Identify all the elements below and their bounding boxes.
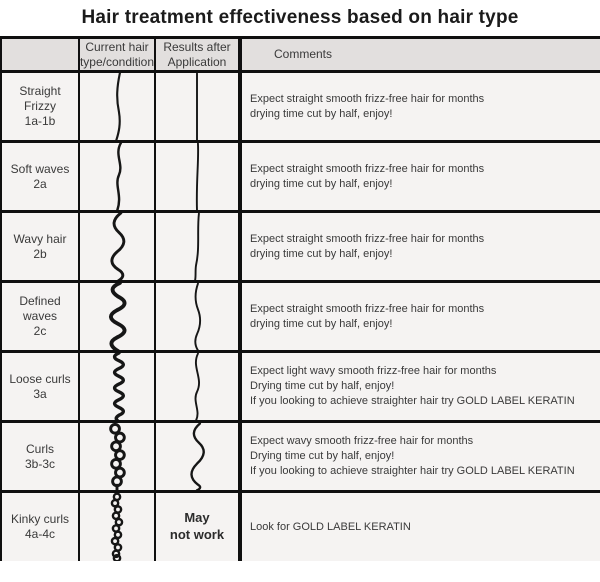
header-hair-type: [2, 39, 80, 70]
current-strand-cell: [80, 283, 156, 350]
result-text-cell: May not work: [156, 493, 242, 561]
comments-cell: Look for GOLD LABEL KERATIN: [242, 493, 600, 561]
comments-cell: Expect wavy smooth frizz-free hair for m…: [242, 423, 600, 490]
table-row-defined-waves: Defined waves 2c Expect straight smooth …: [2, 283, 600, 353]
current-strand-cell: [80, 213, 156, 280]
light-wave-strand-icon: [194, 353, 200, 420]
table-row-straight-frizzy: Straight Frizzy 1a-1b Expect straight sm…: [2, 73, 600, 143]
hair-type-label: Straight Frizzy 1a-1b: [2, 73, 80, 140]
hair-type-label: Curls 3b-3c: [2, 423, 80, 490]
header-current-hair: Current hair type/condition: [80, 39, 156, 70]
tight-zigzag-curls-strand-icon: [112, 353, 125, 420]
table-header-row: Current hair type/condition Results afte…: [2, 39, 600, 73]
defined-waves-strand-icon: [108, 283, 127, 350]
comments-cell: Expect straight smooth frizz-free hair f…: [242, 73, 600, 140]
looped-curls-strand-icon: [109, 423, 126, 490]
hair-type-label: Soft waves 2a: [2, 143, 80, 210]
may-not-work-note: May not work: [169, 510, 225, 542]
current-strand-cell: [80, 73, 156, 140]
wavy-strand-icon: [110, 213, 126, 280]
table-row-loose-curls: Loose curls 3a Expect light wavy smooth …: [2, 353, 600, 423]
soft-wave-strand-icon: [115, 143, 122, 210]
header-results-after: Results after Application: [156, 39, 242, 70]
hair-type-label: Wavy hair 2b: [2, 213, 80, 280]
current-strand-cell: [80, 353, 156, 420]
kinky-coils-strand-icon: [110, 493, 124, 561]
comments-cell: Expect straight smooth frizz-free hair f…: [242, 213, 600, 280]
result-strand-cell: [156, 423, 242, 490]
current-strand-cell: [80, 143, 156, 210]
hair-type-label: Loose curls 3a: [2, 353, 80, 420]
current-strand-cell: [80, 423, 156, 490]
result-strand-cell: [156, 283, 242, 350]
result-strand-cell: [156, 73, 242, 140]
table-row-wavy-hair: Wavy hair 2b Expect straight smooth friz…: [2, 213, 600, 283]
nearly-straight-frizzy-strand-icon: [115, 73, 121, 140]
header-comments: Comments: [242, 39, 600, 70]
comments-cell: Expect light wavy smooth frizz-free hair…: [242, 353, 600, 420]
result-strand-cell: [156, 143, 242, 210]
nearly-straight-strand-icon: [194, 213, 200, 280]
table-row-curls: Curls 3b-3c Expect wavy smooth: [2, 423, 600, 493]
straight-strand-icon: [196, 73, 198, 140]
wavy-result-strand-icon: [190, 423, 205, 490]
straight-slight-strand-icon: [195, 143, 200, 210]
comments-cell: Expect straight smooth frizz-free hair f…: [242, 143, 600, 210]
table-row-kinky-curls: Kinky curls 4a-4c May not work: [2, 493, 600, 561]
hair-type-table: Current hair type/condition Results afte…: [0, 36, 600, 561]
result-strand-cell: [156, 213, 242, 280]
hair-type-label: Kinky curls 4a-4c: [2, 493, 80, 561]
comments-cell: Expect straight smooth frizz-free hair f…: [242, 283, 600, 350]
hair-type-label: Defined waves 2c: [2, 283, 80, 350]
gentle-wave-strand-icon: [194, 283, 202, 350]
table-row-soft-waves: Soft waves 2a Expect straight smooth fri…: [2, 143, 600, 213]
current-strand-cell: [80, 493, 156, 561]
result-strand-cell: [156, 353, 242, 420]
page-title: Hair treatment effectiveness based on ha…: [81, 7, 519, 28]
